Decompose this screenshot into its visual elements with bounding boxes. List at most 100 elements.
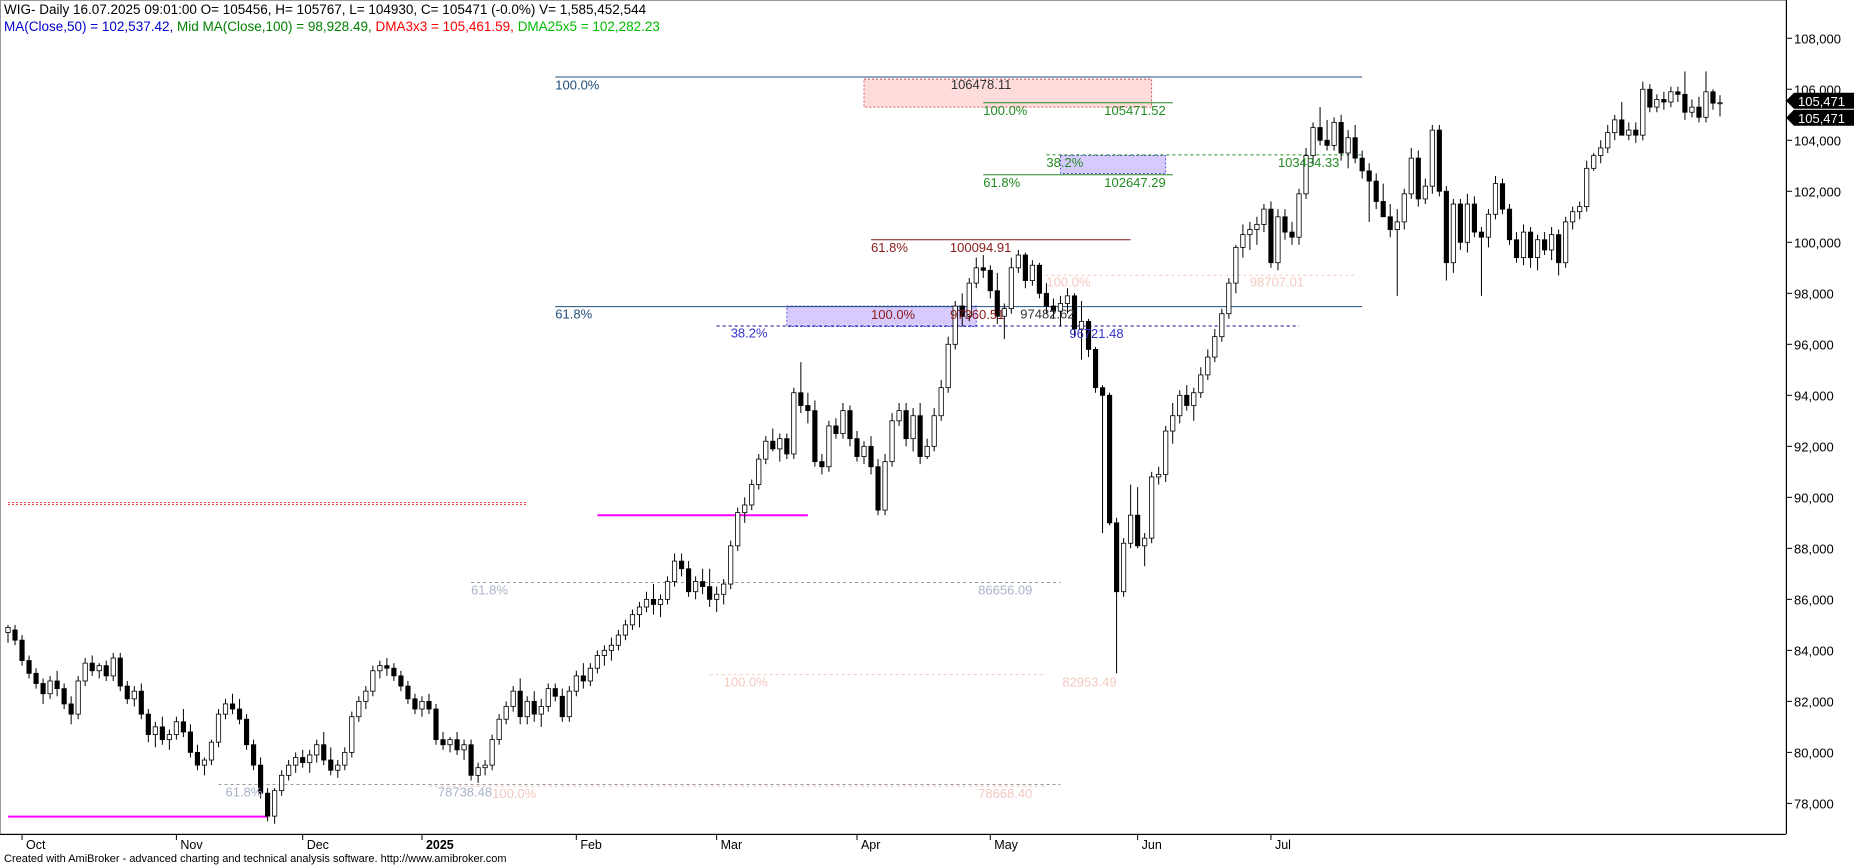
candle	[1696, 96, 1702, 123]
candle	[742, 497, 748, 523]
candle	[1078, 300, 1085, 360]
candle-body	[1233, 246, 1239, 284]
candle-body	[503, 706, 509, 720]
fib-label: 61.8%	[983, 175, 1020, 190]
candle	[861, 441, 867, 465]
candle-body	[987, 269, 993, 292]
candle	[1219, 308, 1225, 342]
candle-body	[5, 627, 11, 633]
candle	[1268, 201, 1274, 268]
chart-header-indicators: MA(Close,50) = 102,537.42, Mid MA(Close,…	[4, 19, 660, 35]
candle	[1612, 114, 1618, 141]
candle-body	[1647, 88, 1653, 108]
candle-body	[686, 568, 692, 593]
candle-body	[1022, 254, 1028, 281]
candle-body	[1703, 91, 1709, 118]
candle-body	[124, 685, 130, 700]
candle-body	[482, 764, 488, 769]
candle-body	[1015, 254, 1021, 269]
candle	[1534, 234, 1541, 271]
candle-body	[279, 774, 285, 792]
candle-body	[1717, 102, 1723, 105]
candle-body	[714, 593, 720, 600]
candle-body	[1605, 132, 1611, 149]
candle-body	[608, 644, 614, 651]
candle	[601, 645, 607, 666]
candle-body	[1450, 203, 1456, 264]
candle-body	[208, 741, 215, 761]
candle-body	[1506, 208, 1513, 241]
fib-label: 102647.29	[1104, 175, 1165, 190]
candle	[1008, 257, 1014, 314]
candle-body	[54, 680, 60, 690]
candle-body	[180, 721, 186, 733]
candle-body	[763, 440, 769, 460]
candle	[447, 737, 453, 753]
candle	[538, 698, 544, 727]
candle	[973, 257, 979, 289]
candle	[714, 586, 720, 613]
fib-label: 100.0%	[1046, 275, 1091, 290]
candle-body	[286, 764, 292, 776]
candle	[229, 693, 236, 715]
fib-label: 78738.48	[438, 784, 492, 799]
candle	[1135, 487, 1141, 549]
candle	[180, 709, 186, 738]
candle-body	[945, 343, 951, 389]
candle	[117, 652, 123, 692]
candle	[1226, 278, 1232, 319]
candle	[454, 731, 460, 755]
candle-body	[258, 764, 264, 794]
candle-body	[643, 598, 650, 608]
candle-body	[749, 484, 755, 506]
candle	[1289, 221, 1295, 245]
candle-body	[1577, 206, 1583, 213]
candle	[75, 675, 81, 720]
candle-body	[1163, 430, 1169, 475]
candle-body	[671, 560, 678, 582]
candle-body	[524, 700, 530, 718]
candle	[26, 655, 32, 679]
candle-body	[1064, 295, 1071, 304]
candle-body	[166, 734, 172, 741]
candle	[1542, 232, 1548, 256]
candle-body	[1366, 170, 1372, 182]
candle	[1359, 150, 1365, 179]
candle-body	[566, 690, 572, 718]
candle	[798, 362, 804, 414]
x-tick-label: Jun	[1142, 838, 1162, 852]
candle	[1142, 533, 1148, 567]
candle	[1682, 71, 1688, 120]
candle	[1436, 124, 1442, 197]
candle	[770, 428, 776, 452]
candle-body	[356, 700, 362, 718]
candle-body	[40, 683, 46, 695]
candle	[1633, 122, 1639, 143]
candle	[510, 686, 516, 712]
candle	[657, 594, 664, 618]
candle-body	[1226, 282, 1232, 315]
candle	[1499, 178, 1506, 215]
candle-body	[138, 690, 144, 715]
candle-body	[1415, 157, 1421, 200]
fib-label: 100.0%	[555, 77, 600, 92]
candle-body	[1029, 264, 1035, 281]
candle	[1071, 293, 1078, 337]
candle	[1064, 288, 1071, 314]
candle-body	[1682, 93, 1688, 113]
candle-body	[1457, 203, 1463, 243]
candle	[370, 665, 376, 697]
candle	[1099, 385, 1106, 534]
candle	[650, 584, 657, 615]
fib-label: 61.8%	[471, 582, 508, 597]
candle-body	[854, 438, 860, 457]
candle	[258, 757, 264, 799]
candle	[1240, 224, 1246, 258]
candle	[896, 402, 902, 426]
candle-body	[1478, 231, 1485, 238]
candle	[1198, 367, 1204, 398]
candle-body	[19, 639, 25, 661]
candle-body	[973, 267, 979, 284]
candle-body	[187, 731, 194, 753]
